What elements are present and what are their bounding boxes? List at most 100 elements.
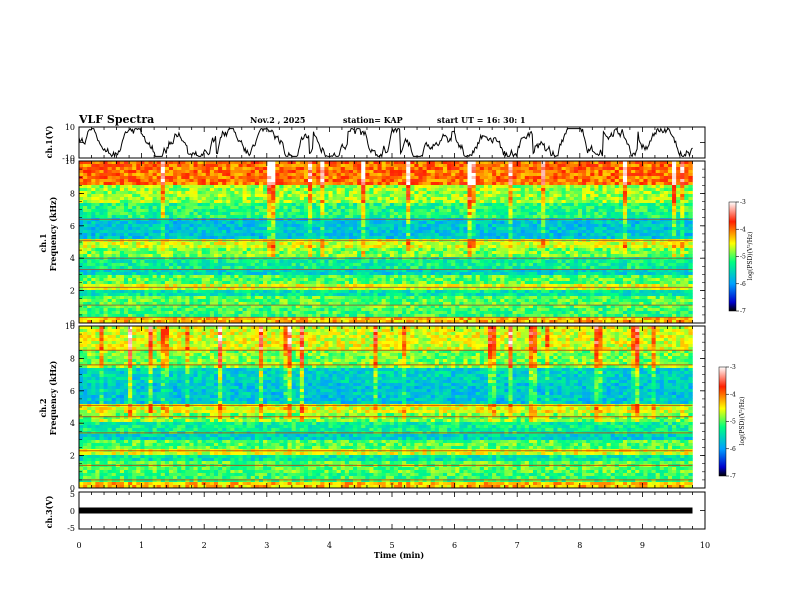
spectrogram-cell [590,191,595,195]
spectrogram-cell [263,227,268,231]
spectrogram-cell [389,227,395,231]
spectrogram-cell [324,182,329,186]
spectrogram-cell [83,227,88,231]
spectrogram-cell [222,251,227,255]
spectrogram-cell [402,191,407,195]
spectrogram-cell [283,194,288,198]
spectrogram-cell [303,185,309,189]
spectrogram-cell [324,200,329,204]
spectrogram-cell [398,170,403,174]
spectrogram-cell [107,167,113,171]
spectrogram-cell [434,185,440,189]
spectrogram-cell [230,167,235,171]
spectrogram-cell [246,197,252,201]
spectrogram-cell [295,191,301,195]
spectrogram-cell [577,194,583,198]
spectrogram-cell [594,236,599,240]
spectrogram-cell [242,251,247,255]
spectrogram-cell [115,167,121,171]
spectrogram-cell [586,161,591,165]
spectrogram-cell [148,191,153,195]
spectrogram-cell [238,212,243,216]
spectrogram-cell [549,167,554,171]
spectrogram-cell [447,233,452,237]
spectrogram-cell [103,245,108,249]
spectrogram-cell [79,161,84,165]
spectrogram-cell [643,197,648,201]
spectrogram-cell [312,236,317,240]
spectrogram-cell [569,215,575,219]
spectrogram-cell [336,191,342,195]
spectrogram-cell [504,176,509,180]
spectrogram-cell [541,212,546,216]
spectrogram-cell [434,245,440,249]
spectrogram-cell [557,221,562,225]
spectrogram-cell [271,194,276,198]
spectrogram-cell [123,245,129,249]
spectrogram-cell [267,251,272,255]
spectrogram-cell [672,206,677,210]
spectrogram-cell [353,212,358,216]
spectrogram-cell [557,242,562,246]
spectrogram-cell [173,167,178,171]
spectrogram-cell [103,254,108,258]
spectrogram-cell [205,203,211,207]
spectrogram-cell [545,242,550,246]
spectrogram-cell [459,248,464,252]
spectrogram-cell [336,206,342,210]
spectrogram-cell [177,212,182,216]
spectrogram-cell [614,221,620,225]
spectrogram-cell [438,242,444,246]
spectrogram-cell [577,254,583,258]
spectrogram-cell [459,212,464,216]
spectrogram-cell [528,203,534,207]
spectrogram-cell [197,191,202,195]
spectrogram-cell [418,200,423,204]
spectrogram-cell [610,194,616,198]
spectrogram-cell [168,170,174,174]
spectrogram-cell [565,170,571,174]
spectrogram-cell [676,170,681,174]
spectrogram-cell [222,215,227,219]
spectrogram-cell [520,182,526,186]
spectrogram-cell [287,185,292,189]
spectrogram-cell [430,191,436,195]
spectrogram-cell [422,206,427,210]
spectrogram-cell [659,164,665,168]
spectrogram-cell [684,188,689,192]
spectrogram-cell [173,221,178,225]
spectrogram-cell [545,176,550,180]
spectrogram-cell [639,164,644,168]
spectrogram-cell [557,254,562,258]
spectrogram-cell [87,176,92,180]
spectrogram-cell [475,251,481,255]
spectrogram-cell [357,227,362,231]
spectrogram-cell [128,161,133,165]
spectrogram-cell [508,227,513,231]
spectrogram-cell [316,236,321,240]
spectrogram-cell [414,221,419,225]
spectrogram-cell [119,194,125,198]
spectrogram-cell [344,164,350,168]
spectrogram-cell [377,182,382,186]
spectrogram-cell [467,227,472,231]
spectrogram-cell [479,212,485,216]
spectrogram-cell [516,167,522,171]
spectrogram-cell [316,194,321,198]
spectrogram-cell [189,191,194,195]
spectrogram-cell [610,242,616,246]
spectrogram-cell [622,191,628,195]
spectrogram-cell [103,242,108,246]
spectrogram-cell [242,173,247,177]
spectrogram-cell [500,227,505,231]
spectrogram-cell [410,176,415,180]
spectrogram-cell [209,164,215,168]
spectrogram-cell [627,224,632,228]
spectrogram-cell [500,194,505,198]
spectrogram-cell [639,200,644,204]
spectrogram-cell [348,173,354,177]
spectrogram-cell [545,194,550,198]
spectrogram-cell [647,173,652,177]
spectrogram-cell [532,173,538,177]
spectrogram-cell [226,245,231,249]
